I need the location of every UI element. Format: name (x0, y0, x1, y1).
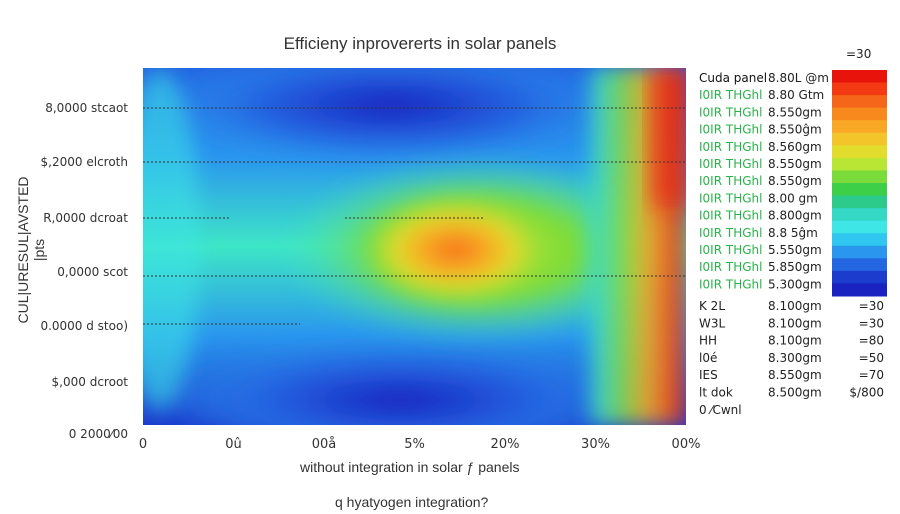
x-tick-label: 20% (491, 437, 520, 452)
legend-label: I0IR THGhl (699, 243, 762, 257)
colorbar-swatch (832, 208, 887, 222)
x-tick-label: 30% (581, 437, 610, 452)
gridlines (143, 107, 686, 325)
colorbar-swatch (832, 120, 887, 134)
legend-value: 8.100gm (768, 299, 822, 313)
legend-label: W3L (699, 316, 726, 330)
legend-value: 8.80 Gtm (768, 88, 824, 102)
colorbar-swatch (832, 258, 887, 272)
legend-value: 5.300gm (768, 277, 822, 291)
colorbar-swatch (832, 132, 887, 146)
legend-scale: =30 (859, 299, 884, 313)
colorbar-swatch (832, 145, 887, 159)
legend-label: I0IR THGhl (699, 260, 762, 274)
x-tick-label: 00% (672, 437, 701, 452)
legend-value: 8.550gm (768, 157, 822, 171)
legend-value: 8.8 5ĝm (768, 226, 818, 240)
legend-label: HH (699, 334, 717, 348)
colorbar-swatch (832, 245, 887, 259)
colorbar-top-label: =30 (846, 47, 871, 61)
legend-label: I0IR THGhl (699, 209, 762, 223)
legend-scale: =80 (859, 334, 884, 348)
legend-value: 8.550gm (768, 105, 822, 119)
x-axis-ticks: 0 0û 00å 5% 20% 30% 00% (139, 437, 701, 452)
legend-label: I0IR THGhl (699, 105, 762, 119)
colorbar-swatch (832, 220, 887, 234)
heatmap-plot-area (143, 68, 686, 425)
legend-label: 0 ⁄Cwnl (699, 403, 742, 417)
legend-value: 5.550gm (768, 243, 822, 257)
legend-label: lt dok (699, 386, 733, 400)
legend-scale: =30 (859, 316, 884, 330)
y-axis-label: CUL|URESUL|AVSTED|pts (15, 176, 47, 323)
legend-value: 8.100gm (768, 316, 822, 330)
colorbar (832, 70, 887, 297)
colorbar-swatch (832, 233, 887, 247)
y-axis-label-line: CUL|URESUL|AVSTED (15, 176, 31, 323)
legend-label: Cuda panel (699, 71, 767, 85)
legend-scale: =50 (859, 351, 884, 365)
colorbar-swatch (832, 283, 887, 297)
x-tick-label: 00å (312, 437, 337, 452)
legend-value: 8.550ĝm (768, 123, 822, 137)
legend-top: Cuda panel 8.80L @m I0IR THGhl 8.80 Gtm I0IR… (699, 71, 829, 291)
colorbar-swatch (832, 170, 887, 184)
legend-label: l0é (699, 351, 717, 365)
chart-title: Efficieny inprovererts in solar panels (283, 34, 557, 53)
legend-value: 8.100gm (768, 334, 822, 348)
y-axis-label-line: |pts (31, 239, 47, 261)
legend-value: 5.850gm (768, 260, 822, 274)
legend-label: I0IR THGhl (699, 191, 762, 205)
x-axis-label: without integration in solar ƒ panels (299, 459, 519, 475)
legend-value: 8.800gm (768, 209, 822, 223)
y-tick-label: 0 2000⁄00 (69, 427, 128, 441)
colorbar-swatch (832, 70, 887, 84)
y-tick-label: 0,0000 scot (57, 265, 128, 279)
x-tick-label: 0 (139, 437, 147, 452)
legend-label: I0IR THGhl (699, 226, 762, 240)
legend-label: I0IR THGhl (699, 88, 762, 102)
y-tick-label: 0.0000 d stoo) (40, 319, 128, 333)
colorbar-swatch (832, 183, 887, 197)
colorbar-swatch (832, 107, 887, 121)
legend-value: 8.300gm (768, 351, 822, 365)
legend-label: IES (699, 368, 718, 382)
x-axis-label-secondary: q hyatyogen integration? (335, 494, 489, 510)
legend-label: K 2L (699, 299, 725, 313)
legend-label: I0IR THGhl (699, 277, 762, 291)
legend-label: I0IR THGhl (699, 123, 762, 137)
legend-label: I0IR THGhl (699, 157, 762, 171)
colorbar-swatch (832, 95, 887, 109)
y-tick-label: 8,0000 stcaot (45, 101, 128, 115)
legend-value: 8.80L @m (768, 71, 829, 85)
colorbar-swatch (832, 270, 887, 284)
legend-value: 8.00 gm (768, 191, 818, 205)
legend-label: I0IR THGhl (699, 174, 762, 188)
legend-value: 8.560gm (768, 140, 822, 154)
y-tick-label: R,0000 dcroat (43, 211, 128, 225)
legend-scale: $/800 (849, 386, 884, 400)
y-tick-label: $,2000 elcroth (41, 155, 128, 169)
legend-value: 8.500gm (768, 386, 822, 400)
legend-value: 8.550gm (768, 368, 822, 382)
colorbar-swatch (832, 157, 887, 171)
colorbar-swatch (832, 82, 887, 96)
y-tick-label: $,000 dcroot (52, 375, 129, 389)
y-axis-ticks: 8,0000 stcaot $,2000 elcroth R,0000 dcroat… (40, 101, 128, 441)
legend-value: 8.550gm (768, 174, 822, 188)
colorbar-swatch (832, 195, 887, 209)
x-tick-label: 5% (404, 437, 425, 452)
legend-bottom: K 2L 8.100gm =30 W3L 8.100gm =30 HH 8.100gm =80 l… (699, 299, 884, 417)
legend-scale: =70 (859, 368, 884, 382)
legend-label: I0IR THGhl (699, 140, 762, 154)
x-tick-label: 0û (225, 437, 242, 452)
